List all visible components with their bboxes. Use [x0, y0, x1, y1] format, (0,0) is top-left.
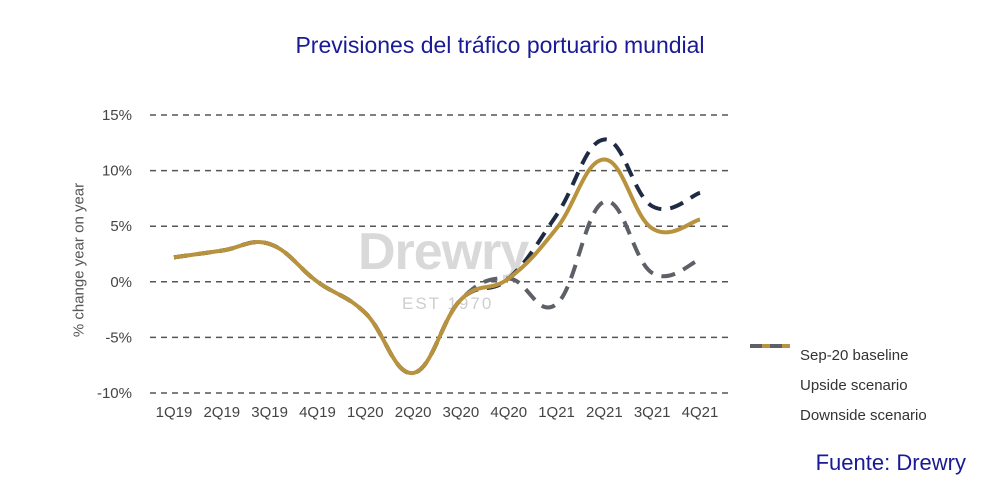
y-tick-label: -5% [105, 329, 132, 346]
source-caption: Fuente: Drewry [815, 450, 966, 475]
y-tick-label: 5% [110, 218, 132, 235]
x-tick-label: 2Q21 [586, 404, 623, 421]
grid-lines [150, 114, 730, 394]
x-tick-label: 2Q19 [203, 404, 240, 421]
y-tick-label: -10% [97, 385, 132, 402]
x-tick-label: 4Q19 [299, 404, 336, 421]
y-tick-label: 15% [102, 107, 132, 124]
legend-item-upside: Upside scenario [750, 344, 927, 400]
x-tick-label: 3Q20 [443, 404, 480, 421]
legend-label-upside: Upside scenario [800, 376, 908, 394]
x-tick-labels: 1Q19 2Q19 3Q19 4Q19 1Q20 2Q20 3Q20 4Q20 1Q21 2Q21… [156, 404, 719, 421]
y-tick-label: 10% [102, 163, 132, 180]
legend-swatch-upside [750, 344, 790, 391]
x-tick-label: 1Q21 [538, 404, 575, 421]
series-line-sep-20-baseline [173, 157, 701, 375]
x-tick-label: 4Q21 [682, 404, 719, 421]
y-tick-label: 0% [110, 274, 132, 291]
chart-title: Previsiones del tráfico portuario mundia… [295, 32, 705, 58]
legend-swatch-downside [750, 344, 790, 421]
legend: Sep-20 baseline Upside scenario Downside… [750, 340, 927, 430]
x-tick-label: 2Q20 [395, 404, 432, 421]
x-tick-label: 1Q19 [156, 404, 193, 421]
legend-label-baseline: Sep-20 baseline [800, 346, 909, 364]
x-tick-label: 1Q20 [347, 404, 384, 421]
x-tick-label: 3Q19 [251, 404, 288, 421]
drewry-watermark-logo: Drewry [358, 223, 529, 281]
drewry-watermark-est: EST 1970 [402, 294, 494, 313]
legend-item-downside: Downside scenario [750, 344, 927, 430]
legend-label-downside: Downside scenario [800, 406, 927, 424]
series-lines [173, 137, 701, 375]
x-tick-label: 3Q21 [634, 404, 671, 421]
series-line-downside-scenario [173, 199, 701, 375]
x-tick-label: 4Q20 [490, 404, 527, 421]
y-tick-labels: 15% 10% 5% 0% -5% -10% [97, 107, 132, 402]
